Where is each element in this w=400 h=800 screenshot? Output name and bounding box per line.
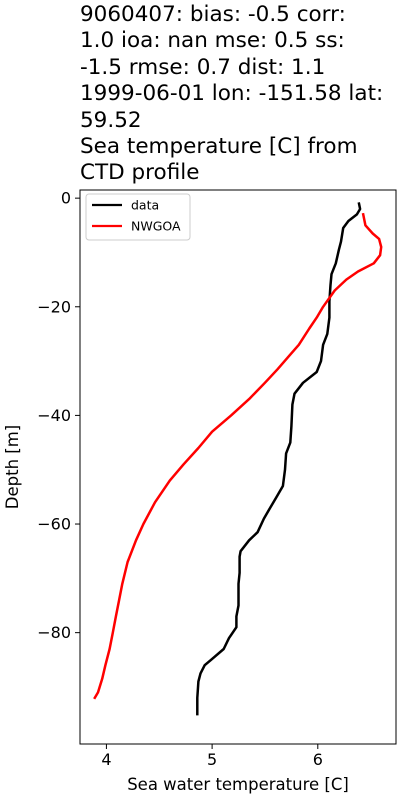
plot-frame xyxy=(79,189,397,745)
title-line-1: 9060407: bias: -0.5 corr: xyxy=(80,2,346,27)
x-tick-label: 4 xyxy=(101,750,111,769)
title-line-3: -1.5 rmse: 0.7 dist: 1.1 xyxy=(80,54,326,80)
title-line-6: Sea temperature [C] from xyxy=(80,134,358,160)
title-line-5: 59.52 xyxy=(80,107,142,133)
x-tick-label: 6 xyxy=(313,750,323,769)
chart-title: 9060407: bias: -0.5 corr: 1.0 ioa: nan m… xyxy=(80,2,398,187)
legend-label-data: data xyxy=(131,198,159,213)
axis-ticks: 4 5 6 0 −20 −40 −60 −80 xyxy=(37,189,323,769)
y-tick-label: 0 xyxy=(61,189,71,208)
title-line-4: 1999-06-01 lon: -151.58 lat: xyxy=(80,81,384,107)
y-tick-label: −80 xyxy=(37,623,71,642)
title-line-2: 1.0 ioa: nan mse: 0.5 ss: xyxy=(80,28,345,54)
legend: data NWGOA xyxy=(85,193,191,241)
title-line-7: CTD profile xyxy=(80,160,200,186)
series-line-nwgoa xyxy=(93,212,383,700)
y-tick-label: −40 xyxy=(37,406,71,425)
y-axis-label: Depth [m] xyxy=(3,425,22,509)
series-line-data xyxy=(196,202,362,716)
x-tick-label: 5 xyxy=(207,750,217,769)
legend-label-nwgoa: NWGOA xyxy=(131,219,181,234)
y-tick-label: −20 xyxy=(37,297,71,316)
y-tick-label: −60 xyxy=(37,515,71,534)
x-axis-label: Sea water temperature [C] xyxy=(127,775,349,794)
chart-marks xyxy=(93,202,383,716)
